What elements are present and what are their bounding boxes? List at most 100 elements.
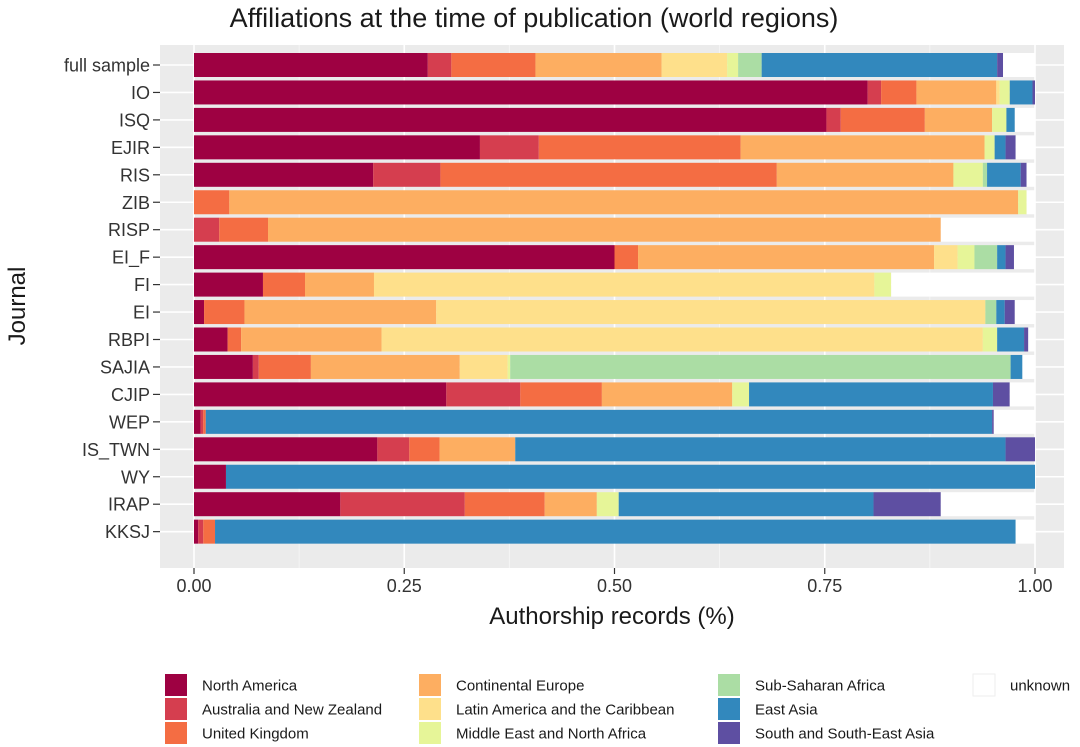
y-tick-label: EI (133, 303, 150, 323)
bar-segment (993, 409, 1035, 434)
bar-segment (194, 162, 374, 187)
legend-label: unknown (1010, 678, 1070, 695)
bar-segment (596, 492, 619, 517)
bar-segment (227, 327, 242, 352)
bar-segment (1005, 437, 1035, 462)
bar-segment (1024, 327, 1029, 352)
bar-segment (992, 409, 994, 434)
legend-swatch (419, 722, 441, 744)
x-axis: 0.00 0.25 0.50 0.75 1.00 (176, 568, 1053, 596)
bar-segment (203, 519, 216, 544)
x-axis-title: Authorship records (%) (489, 603, 734, 630)
bar-segment (997, 327, 1025, 352)
bar-segment (446, 382, 521, 407)
bar-segment (373, 162, 441, 187)
legend-swatch (718, 698, 740, 720)
legend: North America Australia and New Zealand Un… (165, 673, 1070, 744)
x-tick-label: 0.75 (807, 576, 842, 596)
bar-segment (340, 492, 465, 517)
bar-segment (194, 80, 868, 105)
x-tick-label: 1.00 (1017, 576, 1052, 596)
bar-segment (194, 272, 263, 297)
bar-segment (740, 135, 985, 160)
bar-segment (258, 354, 311, 379)
legend-label: South and South-East Asia (755, 726, 935, 743)
bar-segment (1005, 135, 1016, 160)
bar-segment (464, 492, 545, 517)
bar-segment (439, 437, 516, 462)
bar-segment (974, 245, 998, 270)
bar-segment (1015, 135, 1035, 160)
bar-segment (1003, 53, 1035, 77)
bar-segment (520, 382, 602, 407)
legend-label: United Kingdom (202, 726, 309, 743)
y-tick-label: WEP (109, 412, 150, 432)
bar-segment (1014, 300, 1035, 325)
bar-segment (194, 354, 253, 379)
bar-segment (377, 437, 410, 462)
bar-segment (373, 272, 875, 297)
legend-label: Continental Europe (456, 678, 584, 695)
legend-label: Australia and New Zealand (202, 702, 382, 719)
y-tick-label: IS_TWN (82, 440, 150, 461)
bar-segment (440, 162, 777, 187)
bar-segment (241, 327, 382, 352)
bar-segment (992, 382, 1010, 407)
legend-swatch (165, 698, 187, 720)
y-tick-label: ZIB (122, 193, 150, 213)
x-tick-label: 0.00 (176, 576, 211, 596)
bar-segment (544, 492, 597, 517)
bar-segment (873, 492, 941, 517)
bar-segment (661, 53, 728, 77)
bar-segment (252, 354, 259, 379)
y-tick-label: KKSJ (105, 522, 150, 542)
bar-segment (1032, 80, 1035, 105)
bar-segment (953, 162, 983, 187)
y-tick-label: CJIP (111, 385, 150, 405)
bar-segment (1006, 107, 1015, 132)
bar-segment (1004, 300, 1015, 325)
bar-segment (194, 53, 428, 77)
bar-segment (215, 519, 1016, 544)
bar-segment (1014, 107, 1035, 132)
bar-segment (194, 245, 615, 270)
bar-segment (996, 80, 1000, 105)
bar-segment (1026, 162, 1035, 187)
legend-label: Latin America and the Caribbean (456, 702, 674, 719)
x-tick-label: 0.50 (597, 576, 632, 596)
bar-segment (727, 53, 739, 77)
bar-segment (205, 409, 993, 434)
bar-segment (194, 190, 230, 215)
bar-segment (601, 382, 733, 407)
bar-segment (1009, 80, 1033, 105)
bar-segment (874, 272, 892, 297)
bar-segment (194, 382, 447, 407)
bar-segment (538, 135, 741, 160)
bar-segment (957, 245, 975, 270)
legend-label: Sub-Saharan Africa (755, 678, 886, 695)
bar-segment (776, 162, 954, 187)
bar-segment (638, 245, 935, 270)
bar-segment (940, 217, 1035, 242)
bar-segment (479, 135, 539, 160)
bar-segment (618, 492, 874, 517)
bar-segment (881, 80, 917, 105)
bar-segment (997, 245, 1006, 270)
legend-label: Middle East and North Africa (456, 726, 647, 743)
bar-segment (194, 464, 226, 489)
bar-segment (1015, 519, 1035, 544)
legend-label: East Asia (755, 702, 818, 719)
bar-segment (1022, 354, 1035, 379)
bar-segment (451, 53, 536, 77)
y-tick-label: RISP (108, 220, 150, 240)
bar-segment (940, 492, 1035, 517)
legend-swatch (165, 722, 187, 744)
bar-segment (840, 107, 925, 132)
bar-segment (732, 382, 750, 407)
y-tick-label: FI (134, 275, 150, 295)
bar-segment (934, 245, 958, 270)
bar-segment (310, 354, 460, 379)
bar-segment (1013, 245, 1035, 270)
bar-segment (507, 354, 511, 379)
